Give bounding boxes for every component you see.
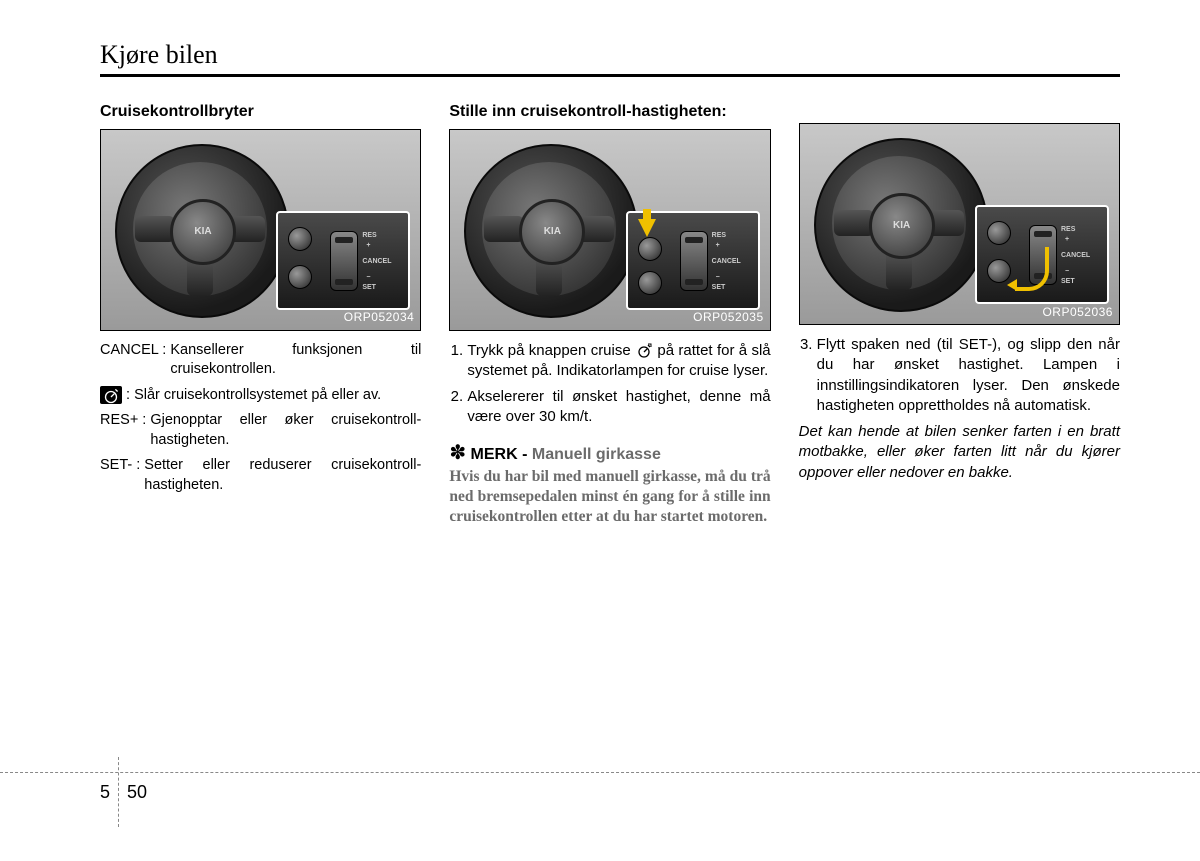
- page-number-value: 50: [119, 782, 147, 803]
- step-2: Akselererer til ønsket hastighet, denne …: [467, 387, 770, 428]
- term-set: SET- :: [100, 456, 144, 495]
- step-3: Flytt spaken ned (til SET-), og slipp de…: [817, 335, 1120, 416]
- desc-set: Setter eller reduserer cruisekontroll-ha…: [144, 456, 421, 495]
- figure-code-2: ORP052035: [693, 309, 764, 325]
- steering-wheel-illustration: KIA: [814, 138, 984, 308]
- desc-cruise-icon: Slår cruisekontrollsystemet på eller av.: [134, 386, 421, 406]
- control-detail: RES + CANCEL − SET: [975, 205, 1109, 304]
- definition-list: CANCEL : Kansellerer funksjonen til crui…: [100, 341, 421, 496]
- column-1: Cruisekontrollbryter KIA RES + CANCE: [100, 101, 421, 527]
- scroll-wheel-icon: [330, 231, 358, 291]
- chapter-number: 5: [100, 782, 118, 803]
- header-rule: [100, 74, 1120, 77]
- page-header-title: Kjøre bilen: [100, 40, 1120, 70]
- page-number: 5 50: [100, 757, 147, 827]
- cruise-inline-icon: [635, 342, 653, 360]
- arrow-down-icon: [638, 219, 656, 237]
- term-cruise-icon: :: [100, 386, 134, 406]
- hub-logo: KIA: [869, 193, 935, 259]
- col1-title: Cruisekontrollbryter: [100, 101, 421, 123]
- content-columns: Cruisekontrollbryter KIA RES + CANCE: [100, 101, 1120, 527]
- figure-2: KIA RES + CANCEL − SET: [449, 129, 770, 331]
- cruise-icon: [100, 386, 122, 404]
- hub-logo: KIA: [519, 199, 585, 265]
- italic-note: Det kan hende at bilen senker farten i e…: [799, 422, 1120, 483]
- control-detail: RES + CANCEL − SET: [626, 211, 760, 310]
- steering-wheel-illustration: KIA: [464, 144, 634, 314]
- hub-logo: KIA: [170, 199, 236, 265]
- step-1: Trykk på knappen cruise på rattet for å …: [467, 341, 770, 382]
- desc-res: Gjenopptar eller øker cruisekontroll-has…: [150, 411, 421, 450]
- cruise-button-icon: [288, 227, 312, 251]
- term-res: RES+ :: [100, 411, 150, 450]
- steps-list-3: Flytt spaken ned (til SET-), og slipp de…: [799, 335, 1120, 416]
- desc-cancel: Kansellerer funksjonen til cruisekontrol…: [170, 341, 421, 380]
- manual-page: Kjøre bilen Cruisekontrollbryter KIA: [0, 0, 1200, 860]
- bottom-dashed-rule: [0, 772, 1200, 773]
- scroll-wheel-icon: [680, 231, 708, 291]
- figure-3: KIA RES + CANCEL − SET ORP05203: [799, 123, 1120, 325]
- control-detail: RES + CANCEL − SET: [276, 211, 410, 310]
- figure-code-3: ORP052036: [1042, 304, 1113, 320]
- col2-title: Stille inn cruisekontroll-hastigheten:: [449, 101, 770, 123]
- column-2: Stille inn cruisekontroll-hastigheten: K…: [449, 101, 770, 527]
- figure-1: KIA RES + CANCEL − SET ORP052034: [100, 129, 421, 331]
- secondary-button-icon: [288, 265, 312, 289]
- column-3: KIA RES + CANCEL − SET ORP05203: [799, 101, 1120, 527]
- note-body: Hvis du har bil med manuell girkasse, må…: [449, 467, 770, 527]
- note-heading: ✽ MERK - Manuell girkasse: [449, 440, 770, 467]
- secondary-button-icon: [638, 271, 662, 295]
- steps-list-2: Trykk på knappen cruise på rattet for å …: [449, 341, 770, 428]
- term-cancel: CANCEL :: [100, 341, 170, 380]
- cruise-button-icon: [987, 221, 1011, 245]
- steering-wheel-illustration: KIA: [115, 144, 285, 314]
- cruise-button-icon: [638, 237, 662, 261]
- figure-code-1: ORP052034: [344, 309, 415, 325]
